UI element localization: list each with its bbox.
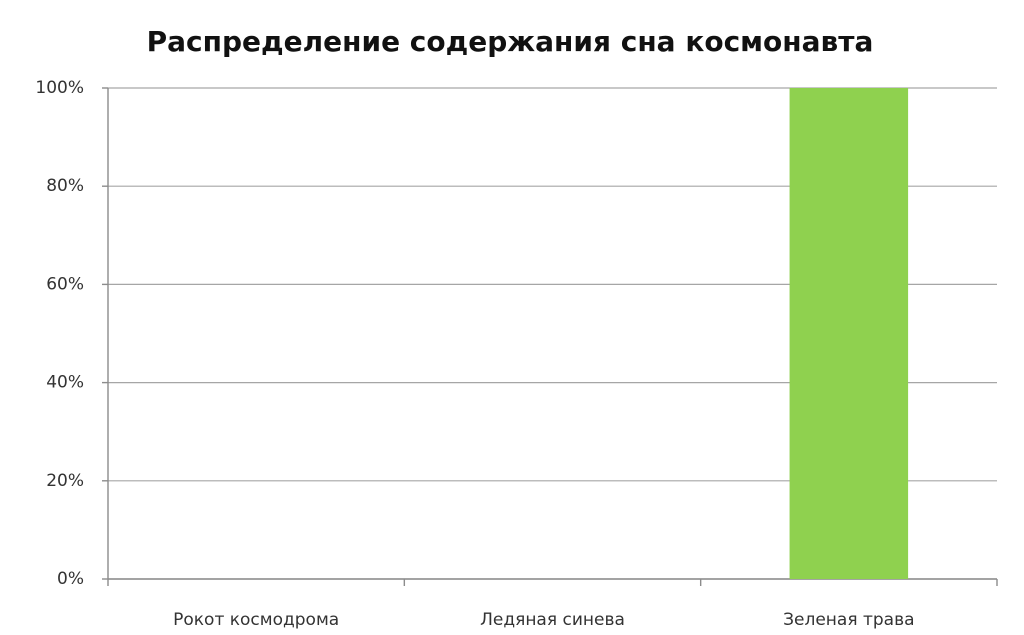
bar [789,88,909,579]
y-tick-label: 80% [46,176,84,196]
y-tick-label: 100% [35,78,84,98]
x-tick-label: Зеленая трава [783,610,914,630]
x-tick-label: Ледяная синева [480,610,625,630]
y-tick-label: 0% [57,569,84,589]
chart-title: Распределение содержания сна космонавта [147,25,874,58]
y-tick-label: 60% [46,274,84,294]
y-tick-label: 40% [46,373,84,393]
x-tick-label: Рокот космодрома [173,610,339,630]
y-tick-label: 20% [46,471,84,491]
